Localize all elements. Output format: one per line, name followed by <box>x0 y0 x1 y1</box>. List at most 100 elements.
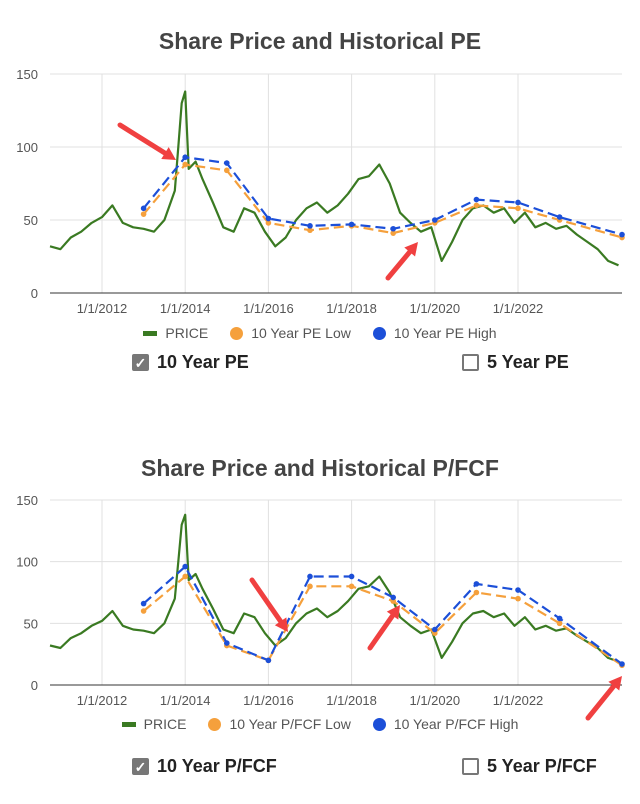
pe-chart: Share Price and Historical PE 0 50 100 150 1… <box>0 0 640 400</box>
low-series-point <box>307 227 313 234</box>
high-series-point <box>182 154 188 161</box>
high-series-point <box>556 214 563 220</box>
low-series-line <box>142 163 623 239</box>
pe-chart-plot: 0 50 100 150 1/1/2012 1/1/2014 1/1/2016 1/1/201… <box>16 67 625 316</box>
y-tick-label: 50 <box>24 616 38 631</box>
legend-price-swatch <box>143 330 158 336</box>
toggle-5-year-pe-label: 5 Year PE <box>487 352 569 372</box>
low-series-point <box>348 583 355 590</box>
checkbox-unchecked-icon[interactable] <box>462 758 479 775</box>
high-series-point <box>515 587 521 593</box>
toggle-10-year-pe[interactable]: ✓ 10 Year PE <box>132 352 249 373</box>
legend-pfcf-high: 10 Year P/FCF High <box>372 716 519 732</box>
toggle-10-year-pfcf[interactable]: ✓ 10 Year P/FCF <box>132 756 277 777</box>
legend-pfcf-high-swatch <box>372 717 386 731</box>
x-tick-label: 1/1/2012 <box>77 693 128 708</box>
annotation-arrow-icon <box>249 577 288 632</box>
low-series-point <box>307 583 313 590</box>
high-series-point <box>265 215 272 222</box>
legend-pe-low-label: 10 Year PE Low <box>251 325 351 341</box>
price-series-line <box>49 90 619 267</box>
high-series-point <box>390 225 397 232</box>
arrow-head <box>274 617 288 632</box>
legend-pfcf-low-swatch <box>208 717 222 731</box>
high-series-point <box>140 600 147 607</box>
y-tick-label: 0 <box>31 678 38 693</box>
x-tick-label: 1/1/2020 <box>409 693 460 708</box>
high-series-line <box>142 565 623 665</box>
high-series-point <box>348 573 355 580</box>
low-series-point <box>224 167 230 174</box>
low-series-point <box>390 230 397 236</box>
arrow-shaft <box>249 577 284 624</box>
toggle-5-year-pfcf[interactable]: 5 Year P/FCF <box>462 756 597 777</box>
toggle-5-year-pe[interactable]: 5 Year PE <box>462 352 569 373</box>
price-series-line <box>49 513 619 663</box>
high-series-point <box>432 217 438 223</box>
low-series-point <box>515 205 521 212</box>
legend-pe-low: 10 Year PE Low <box>230 325 351 341</box>
toggle-5-year-pfcf-label: 5 Year P/FCF <box>487 756 597 776</box>
toggle-10-year-pfcf-label: 10 Year P/FCF <box>157 756 277 776</box>
arrow-head <box>608 676 622 691</box>
legend-pe-high: 10 Year PE High <box>372 325 497 341</box>
y-tick-label: 50 <box>24 213 38 228</box>
y-tick-label: 100 <box>16 555 38 570</box>
legend-pfcf-high-label: 10 Year P/FCF High <box>393 716 519 732</box>
high-series-point <box>390 594 397 601</box>
low-series-point <box>140 211 147 217</box>
high-series-point <box>307 223 313 229</box>
legend-price-swatch <box>121 721 136 727</box>
checkbox-unchecked-icon[interactable] <box>462 354 479 371</box>
toggle-10-year-pe-label: 10 Year PE <box>157 352 249 372</box>
checkbox-checked-icon[interactable]: ✓ <box>132 758 149 775</box>
low-series-point <box>265 220 272 226</box>
high-series-point <box>224 160 230 166</box>
x-tick-label: 1/1/2016 <box>243 693 294 708</box>
checkbox-checked-icon[interactable]: ✓ <box>132 354 149 371</box>
x-tick-label: 1/1/2018 <box>326 693 377 708</box>
x-tick-label: 1/1/2018 <box>326 301 377 316</box>
high-series-point <box>140 205 147 212</box>
y-tick-label: 150 <box>16 67 38 82</box>
low-series-line <box>142 575 623 667</box>
y-tick-label: 100 <box>16 140 38 155</box>
low-series-point <box>182 161 188 168</box>
x-tick-label: 1/1/2012 <box>77 301 128 316</box>
low-series-point <box>556 620 563 627</box>
annotation-arrow-icon <box>117 122 176 160</box>
pfcf-chart-legend: PRICE 10 Year P/FCF Low 10 Year P/FCF Hi… <box>0 716 640 732</box>
high-series-point <box>348 221 355 228</box>
pfcf-chart-plot: 0 50 100 150 1/1/2012 1/1/2014 1/1/2016 1/1/201… <box>16 493 625 721</box>
low-series-point <box>140 608 147 614</box>
pe-chart-legend: PRICE 10 Year PE Low 10 Year PE High <box>0 325 640 341</box>
legend-price-label: PRICE <box>143 716 187 732</box>
legend-pe-high-swatch <box>372 326 386 340</box>
high-series-line <box>142 156 623 236</box>
annotation-arrow-icon <box>367 605 400 651</box>
low-series-point <box>473 202 480 209</box>
high-series-point <box>619 661 625 667</box>
high-series-point <box>307 573 313 580</box>
x-tick-label: 1/1/2022 <box>493 693 544 708</box>
y-tick-label: 150 <box>16 493 38 508</box>
high-series-point <box>515 199 521 206</box>
legend-price-label: PRICE <box>165 325 209 341</box>
annotation-arrow-icon <box>585 676 622 721</box>
arrow-shaft <box>367 613 396 651</box>
legend-pfcf-low: 10 Year P/FCF Low <box>208 716 351 732</box>
high-series-point <box>619 231 625 238</box>
high-series-point <box>265 657 272 664</box>
arrow-head <box>404 242 418 257</box>
arrow-shaft <box>585 683 617 721</box>
arrow-shaft <box>117 122 168 156</box>
x-tick-label: 1/1/2016 <box>243 301 294 316</box>
legend-pe-low-swatch <box>230 326 244 340</box>
pfcf-chart: Share Price and Historical P/FCF 0 50 100 1… <box>0 400 640 804</box>
arrow-shaft <box>385 249 413 281</box>
high-series-point <box>182 563 188 570</box>
legend-pe-high-label: 10 Year PE High <box>393 325 497 341</box>
x-tick-label: 1/1/2020 <box>409 301 460 316</box>
pe-chart-title: Share Price and Historical PE <box>158 28 482 54</box>
x-tick-label: 1/1/2014 <box>160 693 211 708</box>
